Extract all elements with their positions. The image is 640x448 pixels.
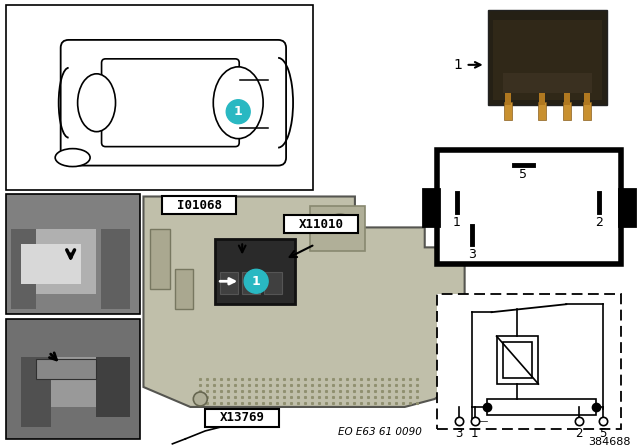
Bar xyxy=(20,357,95,407)
Bar xyxy=(563,102,572,120)
Circle shape xyxy=(227,100,250,124)
Bar xyxy=(497,336,538,384)
FancyBboxPatch shape xyxy=(284,215,358,233)
Ellipse shape xyxy=(77,74,116,132)
Text: 5: 5 xyxy=(520,168,527,181)
FancyBboxPatch shape xyxy=(102,59,239,146)
Bar xyxy=(6,319,140,439)
Bar xyxy=(175,269,193,309)
Bar xyxy=(436,294,621,429)
Bar xyxy=(20,244,81,284)
Bar xyxy=(264,272,282,294)
Bar xyxy=(100,229,131,309)
FancyBboxPatch shape xyxy=(163,197,236,215)
Bar xyxy=(564,93,570,105)
Bar xyxy=(11,229,36,309)
Bar xyxy=(504,102,511,120)
Bar xyxy=(220,272,238,294)
Text: 1: 1 xyxy=(471,427,478,440)
Bar xyxy=(150,229,170,289)
Bar xyxy=(20,357,51,427)
Bar xyxy=(16,229,95,294)
FancyBboxPatch shape xyxy=(61,40,286,166)
Text: 1: 1 xyxy=(234,105,243,118)
Text: 5: 5 xyxy=(600,427,607,440)
Polygon shape xyxy=(143,197,465,407)
Bar xyxy=(95,357,131,417)
Bar xyxy=(502,342,532,378)
Bar xyxy=(36,359,95,379)
Text: 1: 1 xyxy=(252,275,260,288)
Bar xyxy=(423,189,438,226)
Bar xyxy=(436,150,621,264)
Bar xyxy=(504,93,511,105)
Text: 1: 1 xyxy=(454,58,463,72)
Bar xyxy=(538,102,547,120)
Bar xyxy=(493,20,602,100)
Text: 3: 3 xyxy=(468,248,476,261)
Text: 2: 2 xyxy=(575,427,583,440)
Bar xyxy=(584,93,590,105)
Bar xyxy=(540,93,545,105)
Bar xyxy=(6,194,140,314)
Bar xyxy=(310,207,365,251)
Text: 384688: 384688 xyxy=(588,437,630,447)
Bar xyxy=(215,239,295,304)
Ellipse shape xyxy=(213,67,263,138)
Text: I01068: I01068 xyxy=(177,199,222,212)
Text: 1: 1 xyxy=(452,216,461,229)
Bar xyxy=(583,102,591,120)
Text: 2: 2 xyxy=(595,216,604,229)
Bar xyxy=(488,10,607,105)
Ellipse shape xyxy=(55,149,90,167)
Bar xyxy=(620,189,635,226)
Bar xyxy=(486,399,596,415)
Bar xyxy=(502,73,592,93)
Circle shape xyxy=(193,392,207,406)
FancyBboxPatch shape xyxy=(205,409,279,427)
Text: 3: 3 xyxy=(455,427,462,440)
Bar xyxy=(242,272,260,294)
Bar xyxy=(6,5,313,190)
Text: EO E63 61 0090: EO E63 61 0090 xyxy=(338,427,422,437)
Text: X13769: X13769 xyxy=(220,411,265,424)
Text: X11010: X11010 xyxy=(298,218,344,231)
Circle shape xyxy=(244,269,268,293)
